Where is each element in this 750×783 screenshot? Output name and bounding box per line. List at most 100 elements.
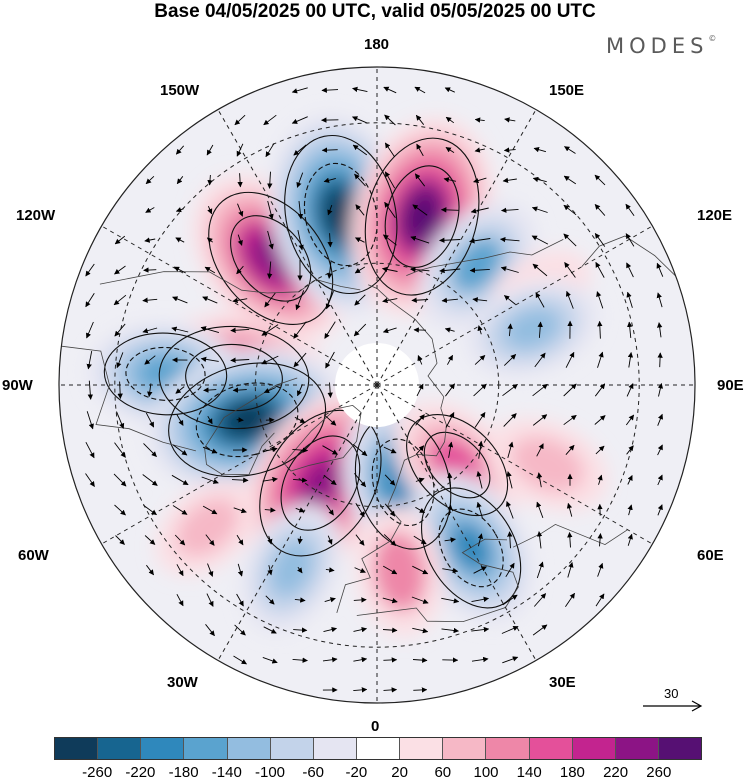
wind-arrow xyxy=(143,504,157,516)
wind-arrow xyxy=(263,387,276,394)
anomaly-shading xyxy=(511,436,584,493)
wind-arrow xyxy=(563,414,577,426)
wind-arrow xyxy=(531,235,549,245)
wind-arrow xyxy=(627,533,633,546)
wind-arrow xyxy=(236,534,244,546)
wind-arrow xyxy=(291,116,308,124)
wind-arrow xyxy=(265,595,275,605)
wind-arrow xyxy=(384,201,396,218)
wind-arrow xyxy=(176,414,184,426)
colorbar-tick-label: 140 xyxy=(516,764,542,781)
wind-arrow xyxy=(656,262,664,277)
wind-arrow xyxy=(355,502,365,518)
wind-arrow xyxy=(352,444,368,456)
wind-arrow xyxy=(116,352,124,369)
wind-arrow xyxy=(447,441,454,458)
wind-arrow xyxy=(532,414,548,426)
contour-ring xyxy=(364,137,480,296)
chart-title: Base 04/05/2025 00 UTC, valid 05/05/2025… xyxy=(154,1,596,22)
wind-arrow xyxy=(352,144,368,156)
colorbar-bin xyxy=(356,738,401,759)
wind-arrow xyxy=(476,470,483,489)
wind-arrow xyxy=(501,625,519,634)
wind-arrow xyxy=(503,413,517,427)
wind-arrow xyxy=(415,445,425,455)
wind-arrow xyxy=(232,387,247,393)
wind-arrow xyxy=(236,593,244,607)
wind-arrow xyxy=(147,383,153,398)
wind-arrow xyxy=(297,566,303,574)
wind-arrow xyxy=(412,657,428,663)
wind-arrow xyxy=(657,474,663,486)
wind-arrow xyxy=(597,562,604,577)
contour-ring xyxy=(208,191,334,325)
colorbar-tick-label: 20 xyxy=(391,764,408,781)
wind-arrow xyxy=(261,324,279,336)
wind-arrow xyxy=(325,291,334,310)
contour-ring xyxy=(438,508,504,588)
wind-arrow xyxy=(322,657,338,663)
colorbar-bin xyxy=(55,738,99,759)
lon-label-150w: 150W xyxy=(160,82,200,99)
contour-ring xyxy=(284,134,398,295)
wind-arrow xyxy=(85,263,95,277)
wind-arrow xyxy=(262,476,278,483)
wind-arrow xyxy=(293,477,308,483)
wind-arrow xyxy=(295,507,305,513)
wind-arrow xyxy=(113,294,127,306)
colorbar-tick-label: -220 xyxy=(125,764,156,781)
wind-arrow xyxy=(326,261,333,279)
wind-arrow xyxy=(533,147,547,153)
wind-arrow xyxy=(321,87,339,93)
wind-arrow xyxy=(175,237,185,243)
wind-arrow xyxy=(594,174,606,186)
coastline xyxy=(61,345,197,452)
wind-arrow xyxy=(143,267,157,273)
wind-arrow xyxy=(295,290,305,311)
colorbar-bin xyxy=(443,738,487,759)
wind-arrow xyxy=(321,147,338,153)
wind-arrow xyxy=(626,445,634,455)
anomaly-shading xyxy=(176,498,239,557)
wind-arrow xyxy=(416,383,424,397)
wind-arrow xyxy=(535,292,545,308)
logo-text: MODES xyxy=(606,34,709,58)
wind-arrow xyxy=(597,320,603,339)
wind-arrow xyxy=(565,444,575,455)
wind-arrow xyxy=(415,114,425,125)
wind-arrow xyxy=(207,563,214,577)
contour-ring xyxy=(185,343,283,412)
wind-arrow xyxy=(172,505,188,515)
wind-arrow xyxy=(596,291,604,309)
wind-arrow xyxy=(410,235,430,244)
wind-arrow xyxy=(171,326,189,333)
colorbar-bin xyxy=(615,738,659,759)
wind-arrow xyxy=(414,173,426,187)
wind-arrow xyxy=(410,266,430,273)
wind-arrow xyxy=(267,171,273,189)
wind-arrow xyxy=(627,351,634,368)
wind-arrow xyxy=(144,535,156,545)
wind-arrow xyxy=(264,292,276,308)
wind-arrow xyxy=(443,177,456,183)
wind-arrow xyxy=(175,207,184,213)
modes-logo: MODES© xyxy=(606,34,716,58)
wind-arrow xyxy=(175,386,185,394)
wind-arrow xyxy=(477,440,484,459)
wind-arrow xyxy=(293,627,308,633)
wind-arrow xyxy=(565,351,575,368)
wind-arrow xyxy=(536,531,543,549)
wind-arrow xyxy=(413,535,427,545)
wind-arrow xyxy=(267,230,274,250)
wind-arrow xyxy=(536,501,544,519)
wind-arrow xyxy=(440,207,459,213)
wind-arrow xyxy=(294,597,306,603)
wind-arrow xyxy=(532,624,548,636)
wind-arrow xyxy=(297,230,304,251)
wind-arrow xyxy=(236,265,244,275)
anomaly-shading xyxy=(269,540,314,597)
wind-arrow xyxy=(354,266,366,274)
wind-arrow xyxy=(353,687,368,693)
wind-arrow xyxy=(262,656,278,664)
wind-arrow xyxy=(412,627,429,634)
